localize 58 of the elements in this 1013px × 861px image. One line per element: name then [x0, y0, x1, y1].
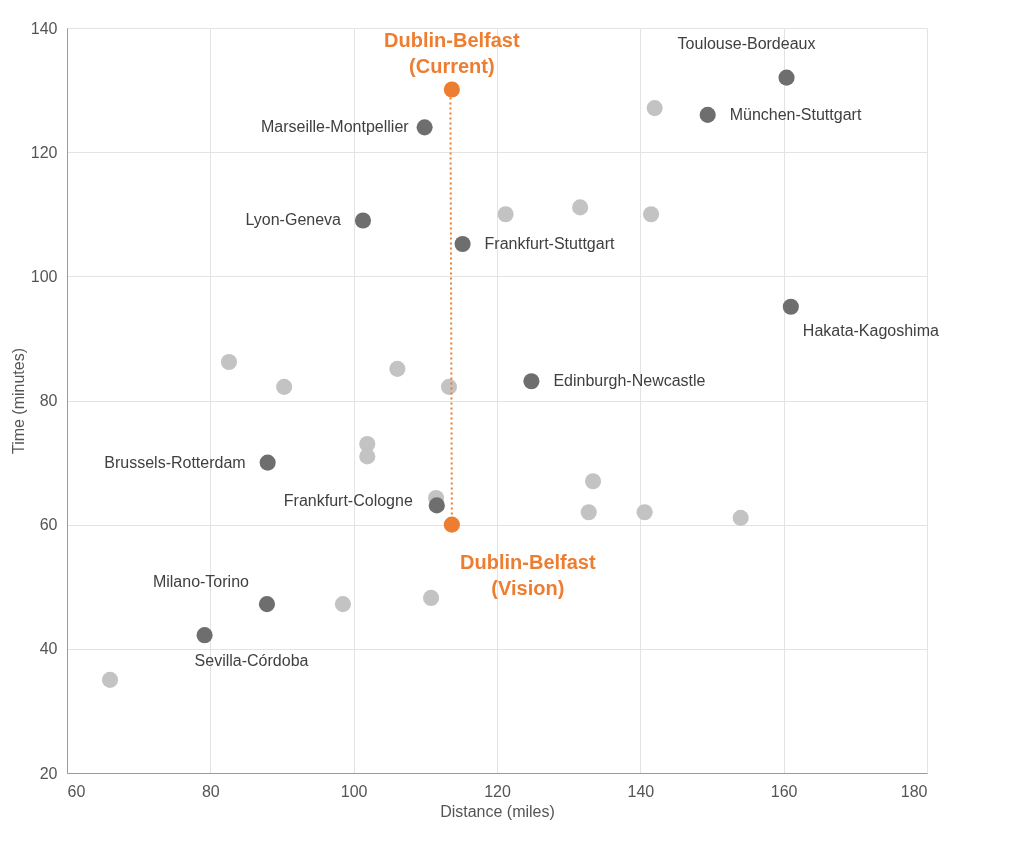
annotation: Edinburgh-Newcastle — [553, 372, 706, 390]
x-tick-label: 160 — [770, 782, 798, 800]
annotation: Frankfurt-Cologne — [283, 492, 413, 510]
x-tick-label: 180 — [900, 782, 928, 800]
point — [196, 627, 213, 644]
x-tick-label: 140 — [627, 782, 655, 800]
point — [497, 206, 514, 223]
y-axis-title: Time (minutes) — [9, 347, 27, 455]
x-axis-title: Distance (miles) — [440, 802, 555, 820]
x-tick-label: 80 — [201, 782, 220, 800]
point — [258, 596, 276, 613]
point — [440, 378, 458, 395]
point — [699, 106, 716, 123]
y-tick-label: 80 — [39, 392, 58, 409]
y-tick-label: 140 — [30, 19, 58, 37]
point — [646, 100, 663, 117]
series-label: Dublin-Belfast (Vision) — [460, 550, 596, 599]
point — [423, 589, 440, 606]
y-tick-label: 60 — [39, 516, 58, 534]
point — [782, 298, 799, 315]
annotation: Brussels-Rotterdam — [104, 453, 246, 471]
annotation: Lyon-Geneva — [245, 211, 342, 229]
y-tick-label: 100 — [30, 267, 58, 285]
y-tick-label: 120 — [30, 143, 58, 161]
annotation: Toulouse-Bordeaux — [677, 34, 816, 52]
point — [580, 504, 597, 521]
point — [428, 497, 445, 514]
point — [276, 378, 293, 395]
annotation: Hakata-Kagoshima — [802, 321, 940, 339]
point — [259, 454, 276, 471]
point — [643, 206, 660, 223]
point — [572, 199, 589, 216]
annotation: Milano-Torino — [152, 573, 250, 591]
annotation: Marseille-Montpellier — [261, 118, 410, 136]
annotation: Frankfurt-Stuttgart — [484, 235, 615, 253]
series-label: Dublin-Belfast (Current) — [384, 29, 520, 78]
point — [732, 509, 749, 526]
point — [443, 516, 460, 533]
point — [416, 119, 433, 136]
x-tick-label: 60 — [67, 782, 86, 800]
point — [584, 473, 602, 490]
point — [636, 504, 653, 521]
point — [523, 373, 540, 390]
point — [220, 353, 238, 371]
point — [443, 81, 460, 98]
point — [354, 212, 372, 229]
annotation: München-Stuttgart — [729, 105, 862, 123]
y-tick-label: 20 — [39, 764, 58, 782]
point — [359, 448, 376, 465]
point — [389, 360, 406, 377]
x-tick-label: 100 — [340, 782, 368, 800]
point — [454, 236, 471, 253]
point — [778, 69, 795, 86]
y-tick-label: 40 — [39, 640, 58, 658]
annotation: Sevilla-Córdoba — [194, 652, 309, 670]
point — [334, 596, 351, 613]
x-tick-label: 120 — [484, 782, 511, 800]
point — [101, 671, 119, 688]
